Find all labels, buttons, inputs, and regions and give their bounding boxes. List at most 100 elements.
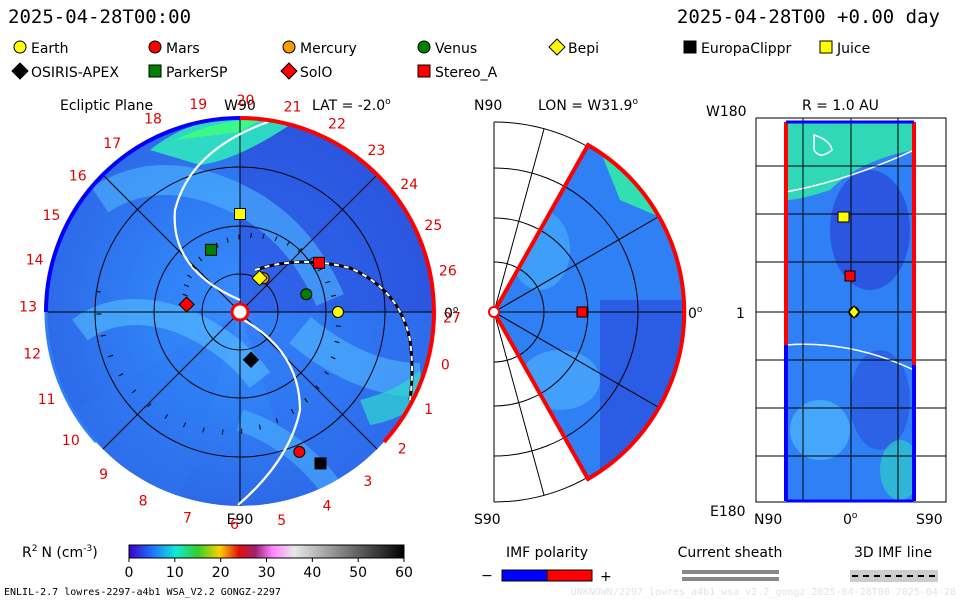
rotation-label-4: 4 [322,498,331,514]
legend-stereo-a-label: Stereo_A [435,65,498,81]
legend-solo-marker [280,62,298,80]
legend-bepi-marker [548,38,566,56]
rotation-label-26: 26 [439,263,457,279]
rotation-label-22: 22 [328,116,346,132]
current-sheath-2 [237,317,302,506]
rotation-label-11: 11 [38,392,56,408]
rotation-label-20: 20 [237,93,255,109]
mer-n90: N90 [474,98,502,114]
rotation-label-13: 13 [19,299,37,315]
polarity-rim-positive [239,116,436,444]
rotation-label-19: 19 [189,97,207,113]
legend-europaclippr-label: EuropaClippr [701,41,792,57]
colorbar: R2 N (cm-3) 0 10 20 30 40 50 60 [22,544,413,581]
current-sheath-1 [173,120,269,302]
rotation-label-23: 23 [368,143,386,159]
shell-stereo-a [844,270,856,282]
shell-panel: R = 1.0 AU W180 1 E180 N90 S90 0o [706,98,947,528]
shell-juice [837,211,850,223]
colorbar-tick-0: 0 [125,565,134,581]
mer-zero: 0o [688,305,703,322]
legend-mars-label: Mars [166,41,200,57]
rotation-label-0: 0 [441,358,450,374]
rotation-label-6: 6 [230,517,239,533]
carrington-rotation-labels: 20 21222324252627012345678910111213141516… [19,93,461,533]
shell-w180: W180 [706,104,747,120]
imf-title: IMF polarity [506,545,588,561]
body-solo [178,296,195,313]
body-mars [293,445,306,458]
body-juice [234,208,246,220]
shell-s90: S90 [916,512,943,528]
ecliptic-panel: Ecliptic Plane LAT = -2.0o [19,93,461,533]
legend-osiris-apex-label: OSIRIS-APEX [31,65,119,81]
rotation-label-16: 16 [69,169,87,185]
imf-line-3d [254,260,414,401]
imf3d-title: 3D IMF line [854,545,932,561]
legend-juice-marker [819,40,833,54]
legend-stereo-a-marker [417,64,431,78]
rotation-label-5: 5 [277,513,286,529]
shell-1: 1 [736,306,745,322]
colorbar-tick-10: 10 [166,565,184,581]
colorbar-label: R2 N (cm-3) [22,544,98,561]
body-parkersp [205,243,218,256]
rotation-label-12: 12 [23,347,41,363]
legend-mercury-marker [282,40,296,54]
rotation-label-18: 18 [144,112,162,128]
colorbar-tick-30: 30 [258,565,276,581]
time-right: 2025-04-28T00 +0.00 day [677,6,940,28]
shell-r: R = 1.0 AU [802,98,879,114]
mer-lon: LON = W31.9o [538,97,638,114]
body-venus [300,288,313,301]
legend-osiris-apex-marker [11,62,29,80]
shell-n90: N90 [754,512,782,528]
imf-plus: + [600,569,612,585]
ecliptic-zero: 0o [444,305,459,322]
rotation-label-17: 17 [103,136,121,152]
ecliptic-bodies [178,208,344,470]
ecliptic-e90: E90 [227,512,254,528]
imf-legend: IMF polarity − + Current sheath 3D IMF l… [481,545,938,585]
body-europaclippr [314,457,327,470]
polarity-rim-negative [44,116,241,313]
time-left: 2025-04-28T00:00 [8,6,191,28]
rotation-label-15: 15 [43,208,61,224]
legend-earth-label: Earth [31,41,69,57]
legend: Earth Mars Mercury Venus Bepi EuropaClippr Jui… [11,38,870,81]
legend-bepi-label: Bepi [568,41,599,57]
legend-mars-marker [148,40,162,54]
rotation-label-1: 1 [424,402,433,418]
footer-right: UNKNOWN/2297_lowres_a4b1_wsa_v2.2_gongz_… [571,587,956,598]
legend-earth-marker [13,40,27,54]
rotation-label-24: 24 [400,177,418,193]
legend-parkersp-label: ParkerSP [166,65,227,81]
shell-zero: 0o [843,511,858,528]
legend-solo-label: SolO [300,65,332,81]
rotation-label-14: 14 [26,252,44,268]
sheath-title: Current sheath [678,545,783,561]
rotation-label-3: 3 [363,474,372,490]
ecliptic-w90: W90 [224,98,256,114]
legend-venus-label: Venus [435,41,477,57]
colorbar-tick-50: 50 [349,565,367,581]
body-bepi [251,269,268,287]
colorbar-tick-40: 40 [303,565,321,581]
ecliptic-lat: LAT = -2.0o [312,97,391,114]
colorbar-tick-60: 60 [395,565,413,581]
legend-juice-label: Juice [836,41,870,57]
legend-parkersp-marker [148,64,162,78]
imf-minus: − [481,568,493,584]
body-stereo-a [313,256,326,269]
rotation-label-9: 9 [99,467,108,483]
sun-marker [230,302,250,322]
legend-venus-marker [417,40,431,54]
meridional-panel: N90 LON = W31.9o S90 0o [474,97,703,528]
rotation-label-2: 2 [398,441,407,457]
mer-s90: S90 [474,512,501,528]
rotation-label-27: 27 [443,311,461,327]
body-earth [332,306,344,318]
mer-stereo-a [576,306,588,318]
legend-mercury-label: Mercury [300,41,357,57]
